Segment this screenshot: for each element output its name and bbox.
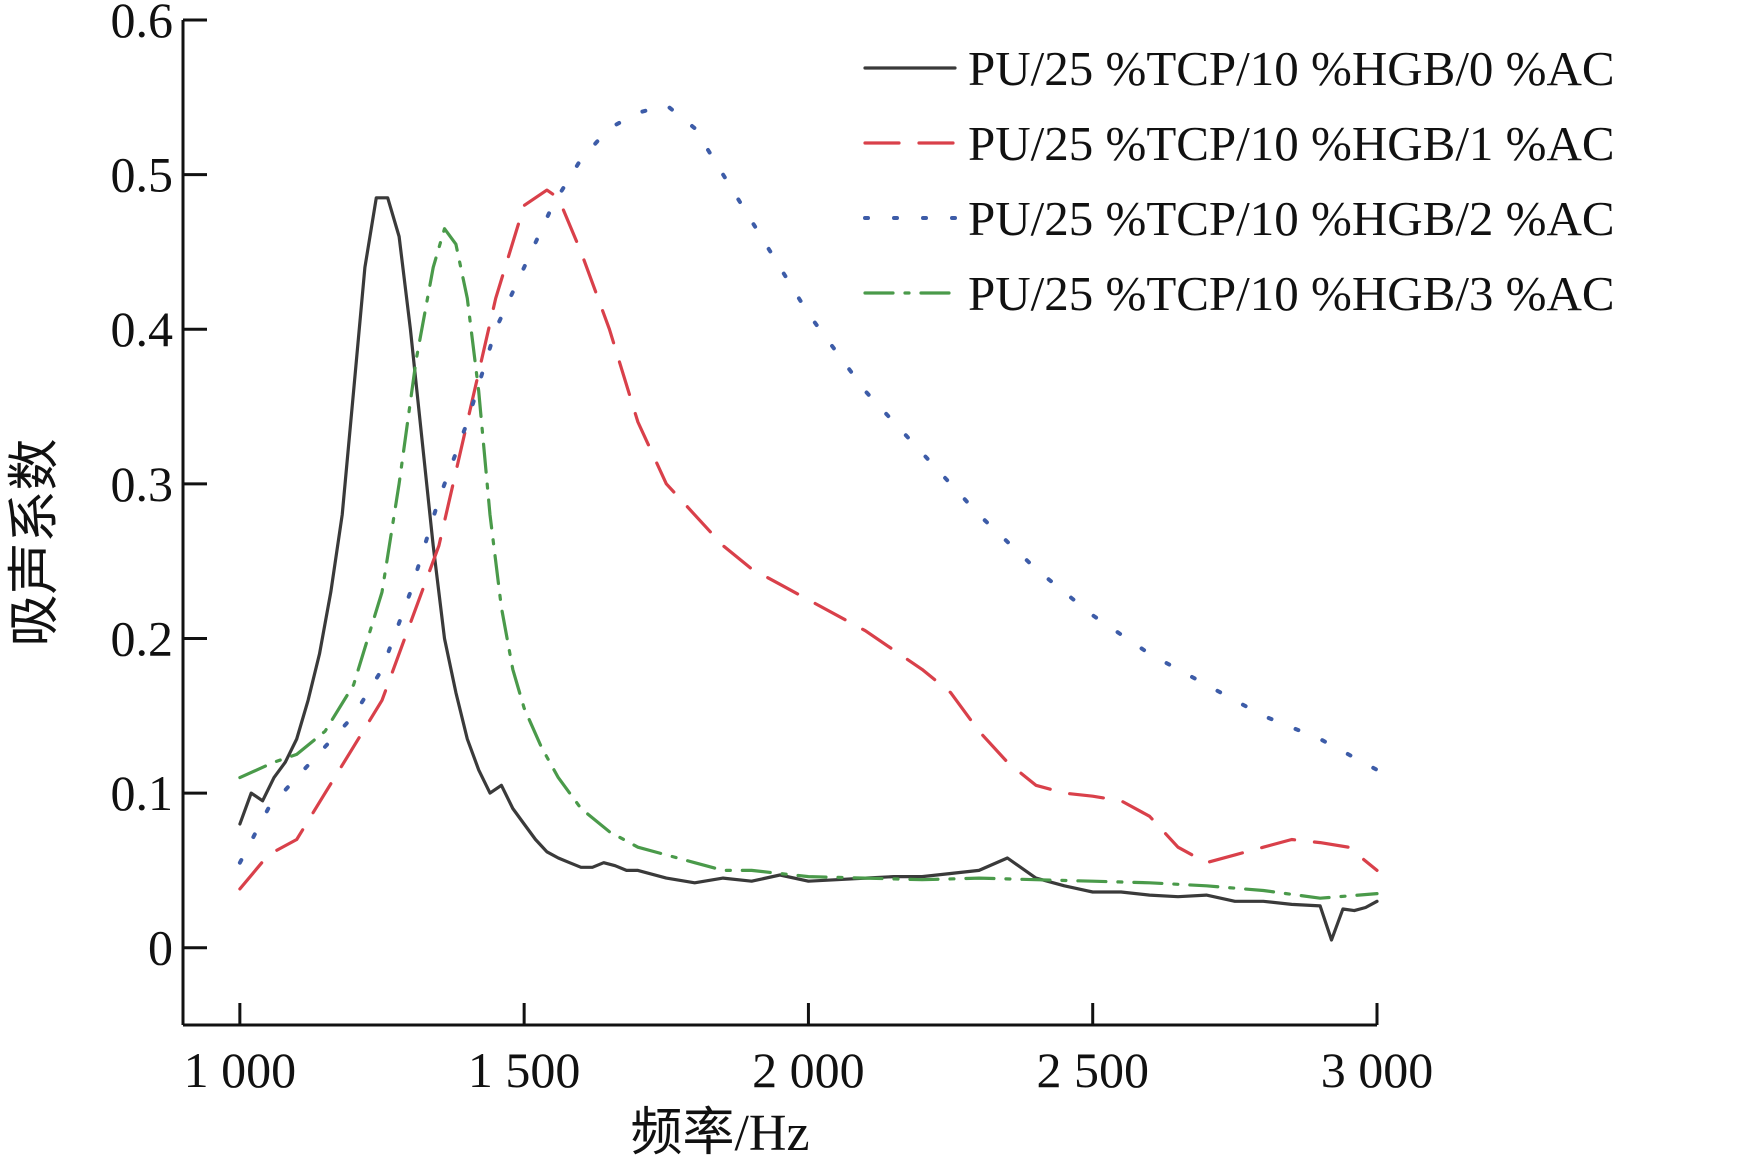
- x-tick-label: 1 000: [184, 1042, 297, 1098]
- y-tick-label: 0.4: [111, 301, 174, 357]
- y-tick-label: 0.5: [111, 147, 174, 203]
- legend-label-2: PU/25 %TCP/10 %HGB/1 %AC: [968, 116, 1615, 171]
- x-tick-label: 1 500: [468, 1042, 581, 1098]
- series-line-2: [238, 188, 1379, 891]
- series-line-3: [237, 103, 1379, 865]
- legend-label-4: PU/25 %TCP/10 %HGB/3 %AC: [968, 266, 1615, 321]
- legend: PU/25 %TCP/10 %HGB/0 %AC PU/25 %TCP/10 %H…: [863, 41, 1615, 321]
- y-axis-title: 吸声系数: [7, 438, 64, 646]
- axes-layer: 0 0.1 0.2 0.3 0.4 0.5 0.6 1 000 1 500 2 000 2 500 3…: [111, 0, 1434, 1098]
- x-tick-label: 3 000: [1321, 1042, 1434, 1098]
- legend-label-1: PU/25 %TCP/10 %HGB/0 %AC: [968, 41, 1615, 96]
- x-tick-label: 2 500: [1036, 1042, 1149, 1098]
- x-tick-label: 2 000: [752, 1042, 865, 1098]
- y-tick-label: 0.1: [111, 765, 174, 821]
- x-axis-title: 频率/Hz: [630, 1105, 809, 1162]
- y-tick-label: 0.3: [111, 456, 174, 512]
- y-tick-label: 0: [148, 920, 173, 976]
- y-tick-label: 0.6: [111, 0, 174, 48]
- series-line-1: [238, 196, 1379, 942]
- series-layer: [237, 103, 1379, 942]
- y-tick-label: 0.2: [111, 610, 174, 666]
- legend-label-3: PU/25 %TCP/10 %HGB/2 %AC: [968, 191, 1615, 246]
- series-line-4: [238, 227, 1379, 900]
